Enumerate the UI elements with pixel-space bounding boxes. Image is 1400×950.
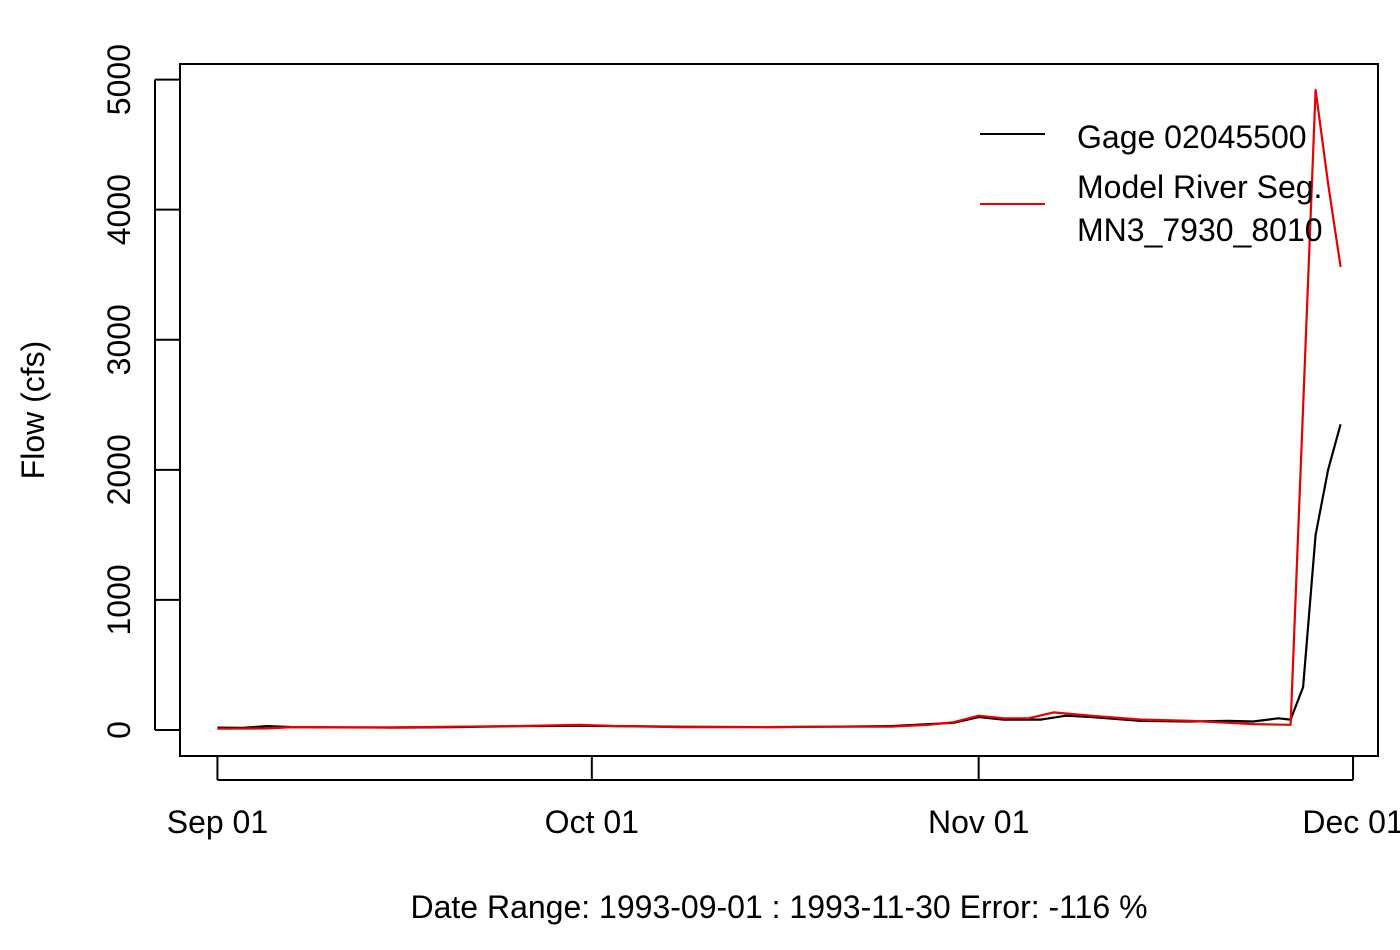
x-tick-label-2: Nov 01 xyxy=(928,804,1029,840)
x-tick-label-0: Sep 01 xyxy=(167,804,268,840)
y-axis-label: Flow (cfs) xyxy=(15,341,51,480)
plot-frame xyxy=(179,63,1379,757)
series-layer xyxy=(217,88,1342,730)
legend-label-0-0: Gage 02045500 xyxy=(1077,119,1307,155)
legend-label-1-0: Model River Seg. xyxy=(1077,169,1322,205)
y-axis: 0 1000 2000 3000 4000 5000 xyxy=(101,44,180,739)
y-tick-label-2: 2000 xyxy=(101,434,137,505)
y-tick-label-1: 1000 xyxy=(101,564,137,635)
legend-label-1-1: MN3_7930_8010 xyxy=(1077,212,1323,248)
series-line-1 xyxy=(217,88,1342,730)
x-axis: Sep 01 Oct 01 Nov 01 Dec 01 xyxy=(167,756,1400,840)
y-tick-label-3: 3000 xyxy=(101,304,137,375)
y-tick-label-4: 4000 xyxy=(101,174,137,245)
y-tick-label-5: 5000 xyxy=(101,44,137,115)
y-tick-label-0: 0 xyxy=(101,721,137,739)
x-tick-label-3: Dec 01 xyxy=(1302,804,1400,840)
x-tick-label-1: Oct 01 xyxy=(545,804,639,840)
legend: Gage 02045500 Model River Seg. MN3_7930_8… xyxy=(980,119,1323,248)
x-axis-label: Date Range: 1993-09-01 : 1993-11-30 Erro… xyxy=(410,889,1147,925)
